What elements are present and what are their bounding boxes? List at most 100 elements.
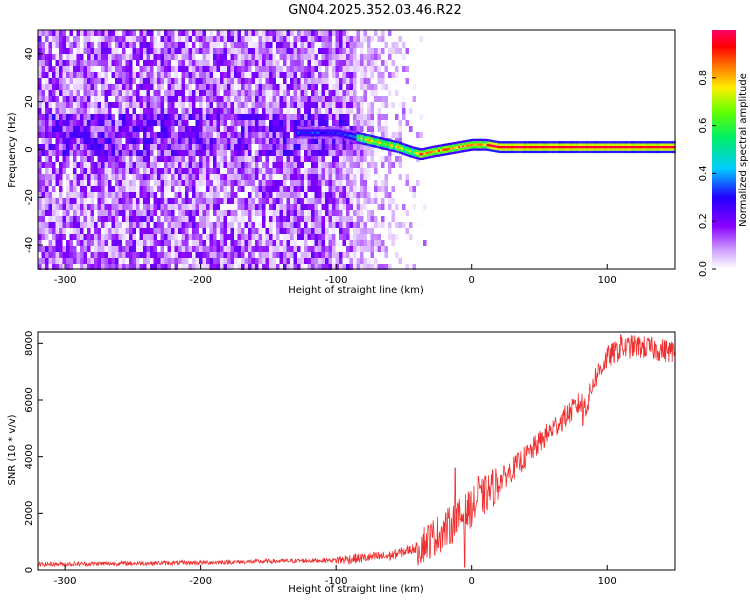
heatmap-cell — [38, 264, 42, 270]
ridge-cell — [334, 129, 337, 132]
heatmap-cell — [83, 132, 87, 138]
ridge-cell — [328, 131, 331, 134]
heatmap-cell — [132, 264, 136, 270]
heatmap-cell — [216, 90, 220, 96]
heatmap-cell — [283, 174, 287, 180]
heatmap-cell — [45, 84, 49, 90]
heatmap-cell — [293, 228, 297, 234]
heatmap-cell — [111, 144, 115, 150]
heatmap-cell — [388, 192, 392, 198]
heatmap-cell — [55, 168, 59, 174]
heatmap-cell — [55, 72, 59, 78]
heatmap-cell — [80, 72, 84, 78]
heatmap-cell — [377, 222, 381, 228]
heatmap-cell — [52, 264, 56, 270]
heatmap-cell — [164, 228, 168, 234]
heatmap-cell — [262, 150, 266, 156]
heatmap-cell — [195, 120, 199, 126]
heatmap-cell — [160, 132, 164, 138]
heatmap-cell — [66, 90, 70, 96]
heatmap-cell — [73, 90, 77, 96]
ridge-cell — [635, 141, 638, 144]
heatmap-cell — [248, 138, 252, 144]
heatmap-cell — [370, 210, 374, 216]
heatmap-cell — [195, 66, 199, 72]
heatmap-cell — [276, 36, 280, 42]
heatmap-cell — [367, 36, 371, 42]
heatmap-cell — [181, 252, 185, 258]
heatmap-cell — [283, 96, 287, 102]
heatmap-cell — [220, 72, 224, 78]
heatmap-cell — [300, 210, 304, 216]
heatmap-cell — [195, 258, 199, 264]
heatmap-cell — [328, 162, 332, 168]
heatmap-cell — [279, 132, 283, 138]
heatmap-cell — [136, 90, 140, 96]
heatmap-cell — [251, 204, 255, 210]
heatmap-cell — [195, 174, 199, 180]
heatmap-cell — [132, 54, 136, 60]
heatmap-cell — [115, 132, 119, 138]
heatmap-cell — [290, 246, 294, 252]
heatmap-cell — [321, 174, 325, 180]
heatmap-cell — [286, 114, 290, 120]
ridge-cell — [565, 148, 569, 151]
heatmap-cell — [318, 66, 322, 72]
heatmap-cell — [388, 204, 392, 210]
heatmap-cell — [143, 60, 147, 66]
ridge-cell — [326, 131, 329, 134]
heatmap-cell — [178, 126, 182, 132]
ridge-cell — [543, 150, 546, 154]
heatmap-cell — [202, 198, 206, 204]
heatmap-cell — [213, 180, 217, 186]
heatmap-cell — [255, 234, 259, 240]
heatmap-cell — [41, 162, 45, 168]
ridge-cell — [592, 145, 595, 149]
heatmap-cell — [388, 264, 392, 270]
heatmap-cell — [118, 228, 122, 234]
heatmap-cell — [38, 198, 42, 204]
heatmap-cell — [244, 258, 248, 264]
ridge-cell — [382, 147, 386, 150]
heatmap-cell — [321, 156, 325, 162]
heatmap-cell — [150, 66, 154, 72]
heatmap-cell — [143, 186, 147, 192]
heatmap-cell — [45, 120, 49, 126]
heatmap-cell — [136, 228, 140, 234]
heatmap-cell — [293, 36, 297, 42]
heatmap-cell — [59, 240, 63, 246]
heatmap-cell — [157, 222, 161, 228]
heatmap-cell — [97, 60, 101, 66]
heatmap-cell — [220, 120, 224, 126]
heatmap-cell — [76, 264, 80, 270]
heatmap-cell — [398, 258, 402, 264]
heatmap-cell — [55, 48, 59, 54]
heatmap-cell — [290, 228, 294, 234]
heatmap-cell — [101, 162, 105, 168]
ridge-cell — [433, 155, 436, 158]
heatmap-cell — [178, 234, 182, 240]
ridge-cell — [626, 141, 630, 144]
heatmap-cell — [192, 216, 196, 222]
ridge-cell — [490, 146, 493, 150]
heatmap-cell — [192, 144, 196, 150]
heatmap-cell — [342, 60, 346, 66]
ridge-cell — [437, 149, 440, 152]
heatmap-cell — [52, 144, 56, 150]
ridge-cell — [671, 145, 674, 149]
heatmap-cell — [363, 174, 367, 180]
heatmap-cell — [174, 216, 178, 222]
heatmap-cell — [314, 258, 318, 264]
ridge-cell — [545, 148, 548, 151]
heatmap-cell — [108, 162, 112, 168]
heatmap-cell — [90, 72, 94, 78]
heatmap-cell — [122, 96, 126, 102]
heatmap-cell — [76, 42, 80, 48]
heatmap-cell — [248, 252, 252, 258]
ridge-cell — [525, 150, 528, 154]
heatmap-cell — [139, 120, 143, 126]
heatmap-cell — [101, 192, 105, 198]
heatmap-cell — [66, 150, 70, 156]
heatmap-cell — [241, 48, 245, 54]
heatmap-cell — [97, 156, 101, 162]
